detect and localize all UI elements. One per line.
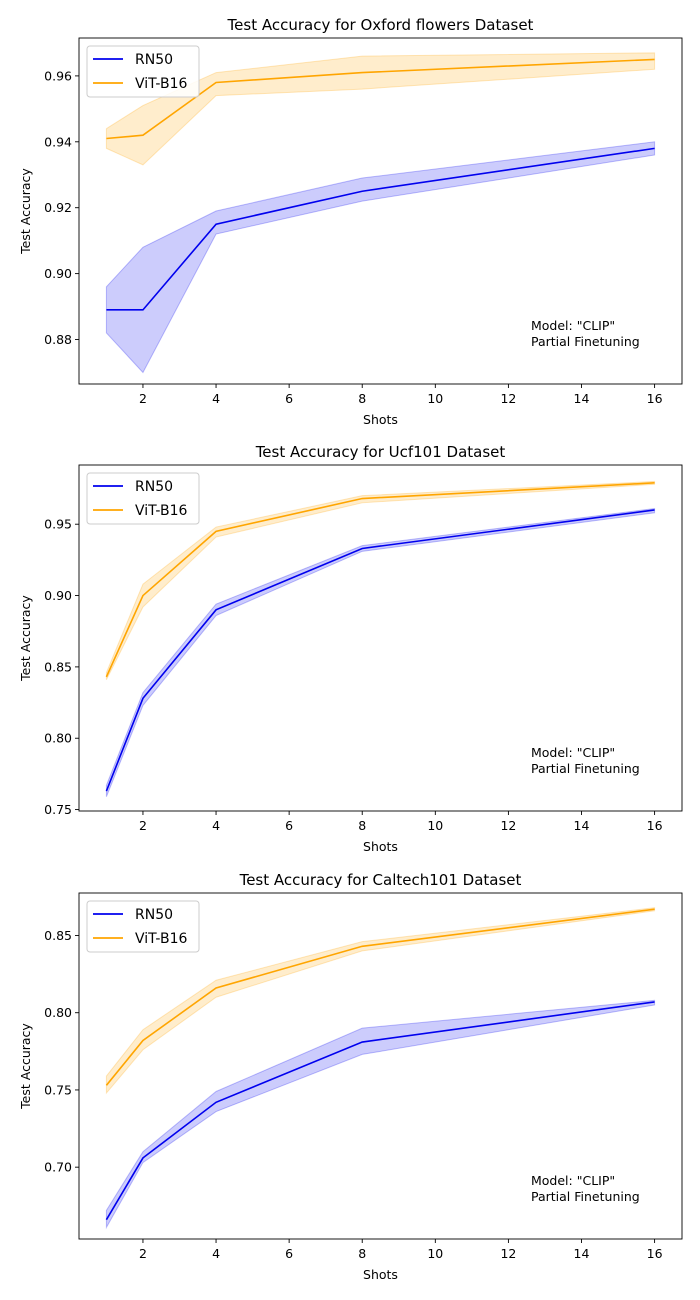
x-tick-label: 12 [500,391,516,406]
chart-title: Test Accuracy for Caltech101 Dataset [239,871,522,889]
confidence-band-vit-b16 [105,480,656,680]
x-tick-label: 4 [212,1246,220,1261]
y-tick-label: 0.85 [44,659,72,674]
annotation-text: Partial Finetuning [531,761,640,776]
y-tick-label: 0.90 [44,266,72,281]
legend: RN50 ViT-B16 [86,45,200,98]
x-tick-label: 2 [139,818,147,833]
legend-label-rn50: RN50 [135,907,173,923]
y-axis-label: Test Accuracy [18,1023,33,1110]
annotation-text: Model: "CLIP" [531,318,615,333]
x-tick-label: 6 [285,1246,293,1261]
annotation-text: Partial Finetuning [531,1189,640,1204]
annotation-text: Partial Finetuning [531,334,640,349]
plot-area [105,480,656,797]
x-tick-label: 16 [647,1246,663,1261]
legend-label-vit-b16: ViT-B16 [135,503,187,519]
chart-1: 2 4 6 8 10 12 14 16 0.88 0.90 0.92 0.94 0.96 Test Acc… [18,16,683,427]
y-tick-label: 0.80 [44,731,72,746]
y-tick-label: 0.85 [44,928,72,943]
x-tick-label: 10 [427,1246,443,1261]
x-tick-label: 12 [500,1246,516,1261]
x-tick-label: 6 [285,818,293,833]
y-tick-label: 0.92 [44,200,72,215]
x-axis-label: Shots [363,839,398,854]
y-tick-label: 0.80 [44,1005,72,1020]
y-tick-label: 0.88 [44,332,72,347]
plot-area [105,907,656,1230]
y-tick-label: 0.70 [44,1160,72,1175]
x-axis-label: Shots [363,1267,398,1282]
y-tick-label: 0.94 [44,134,72,149]
x-tick-label: 8 [358,1246,366,1261]
x-tick-label: 8 [358,391,366,406]
x-tick-label: 4 [212,818,220,833]
chart-title: Test Accuracy for Ucf101 Dataset [255,443,506,461]
y-tick-label: 0.75 [44,1082,72,1097]
legend-label-rn50: RN50 [135,479,173,495]
y-tick-label: 0.75 [44,802,72,817]
legend: RN50 ViT-B16 [86,472,200,525]
x-tick-label: 14 [574,1246,590,1261]
y-axis-label: Test Accuracy [18,168,33,255]
x-tick-label: 16 [647,818,663,833]
plot-area [105,52,656,374]
chart-3: 2 4 6 8 10 12 14 16 0.70 0.75 0.80 0.85 Test Accurac… [18,871,683,1282]
chart-title: Test Accuracy for Oxford flowers Dataset [227,16,534,34]
x-tick-label: 10 [427,818,443,833]
x-tick-label: 6 [285,391,293,406]
x-tick-label: 2 [139,1246,147,1261]
legend-label-vit-b16: ViT-B16 [135,931,187,947]
chart-2: 2 4 6 8 10 12 14 16 0.75 0.80 0.85 0.90 0.95 Test Acc… [18,443,683,854]
confidence-band-rn50 [105,999,656,1230]
confidence-band-rn50 [105,507,656,797]
annotation-text: Model: "CLIP" [531,745,615,760]
legend-label-vit-b16: ViT-B16 [135,76,187,92]
x-tick-label: 8 [358,818,366,833]
y-tick-label: 0.95 [44,517,72,532]
x-axis-label: Shots [363,412,398,427]
axes-frame [78,464,683,812]
x-tick-label: 4 [212,391,220,406]
y-tick-label: 0.90 [44,588,72,603]
x-tick-label: 14 [574,818,590,833]
y-tick-label: 0.96 [44,68,72,83]
x-tick-label: 16 [647,391,663,406]
axes-frame [78,37,683,385]
legend: RN50 ViT-B16 [86,900,200,953]
annotation-text: Model: "CLIP" [531,1173,615,1188]
x-tick-label: 10 [427,391,443,406]
x-tick-label: 2 [139,391,147,406]
y-axis-label: Test Accuracy [18,595,33,682]
axes-frame [78,892,683,1240]
x-tick-label: 12 [500,818,516,833]
x-tick-label: 14 [574,391,590,406]
legend-label-rn50: RN50 [135,52,173,68]
